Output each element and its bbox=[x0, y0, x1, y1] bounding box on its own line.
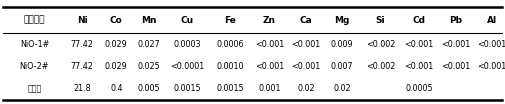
Text: <0.001: <0.001 bbox=[404, 40, 433, 49]
Text: <0.001: <0.001 bbox=[404, 62, 433, 71]
Text: <0.001: <0.001 bbox=[477, 40, 505, 49]
Text: 0.009: 0.009 bbox=[331, 40, 354, 49]
Text: NiO-1#: NiO-1# bbox=[20, 40, 49, 49]
Text: Al: Al bbox=[487, 16, 497, 25]
Text: 0.0010: 0.0010 bbox=[216, 62, 243, 71]
Text: <0.001: <0.001 bbox=[441, 62, 470, 71]
Text: Si: Si bbox=[376, 16, 385, 25]
Text: 77.42: 77.42 bbox=[71, 62, 93, 71]
Text: Ca: Ca bbox=[299, 16, 312, 25]
Text: 77.42: 77.42 bbox=[71, 40, 93, 49]
Text: 0.029: 0.029 bbox=[105, 62, 128, 71]
Text: 0.025: 0.025 bbox=[138, 62, 161, 71]
Text: 0.0006: 0.0006 bbox=[216, 40, 243, 49]
Text: <0.0001: <0.0001 bbox=[170, 62, 205, 71]
Text: <0.001: <0.001 bbox=[255, 40, 284, 49]
Text: 样品编号: 样品编号 bbox=[24, 16, 45, 25]
Text: 硫酸镍: 硫酸镍 bbox=[27, 84, 41, 93]
Text: 0.007: 0.007 bbox=[331, 62, 354, 71]
Text: Zn: Zn bbox=[263, 16, 276, 25]
Text: 0.029: 0.029 bbox=[105, 40, 128, 49]
Text: <0.001: <0.001 bbox=[255, 62, 284, 71]
Text: 0.001: 0.001 bbox=[258, 84, 281, 93]
Text: 0.027: 0.027 bbox=[138, 40, 161, 49]
Text: 0.0005: 0.0005 bbox=[405, 84, 433, 93]
Text: <0.001: <0.001 bbox=[291, 62, 321, 71]
Text: 0.02: 0.02 bbox=[297, 84, 315, 93]
Text: Cu: Cu bbox=[181, 16, 194, 25]
Text: Ni: Ni bbox=[77, 16, 87, 25]
Text: Mn: Mn bbox=[141, 16, 157, 25]
Text: Fe: Fe bbox=[224, 16, 236, 25]
Text: <0.002: <0.002 bbox=[366, 40, 395, 49]
Text: 21.8: 21.8 bbox=[73, 84, 91, 93]
Text: <0.001: <0.001 bbox=[441, 40, 470, 49]
Text: <0.001: <0.001 bbox=[291, 40, 321, 49]
Text: 0.4: 0.4 bbox=[110, 84, 123, 93]
Text: <0.001: <0.001 bbox=[477, 62, 505, 71]
Text: 0.0003: 0.0003 bbox=[174, 40, 201, 49]
Text: Co: Co bbox=[110, 16, 123, 25]
Text: 0.0015: 0.0015 bbox=[216, 84, 244, 93]
Text: 0.005: 0.005 bbox=[138, 84, 161, 93]
Text: 0.0015: 0.0015 bbox=[174, 84, 201, 93]
Text: Mg: Mg bbox=[335, 16, 350, 25]
Text: 0.02: 0.02 bbox=[333, 84, 351, 93]
Text: Cd: Cd bbox=[412, 16, 425, 25]
Text: NiO-2#: NiO-2# bbox=[20, 62, 49, 71]
Text: Pb: Pb bbox=[449, 16, 462, 25]
Text: <0.002: <0.002 bbox=[366, 62, 395, 71]
